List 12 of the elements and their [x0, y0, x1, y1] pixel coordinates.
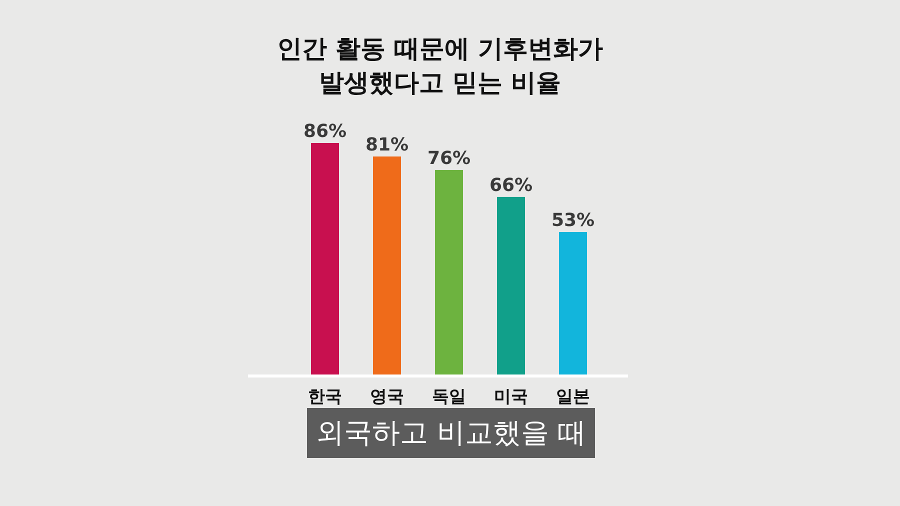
data-label: 86%	[303, 121, 347, 142]
text: 외국하고 비교했을 때	[307, 408, 595, 458]
x-tick-label: 일본	[556, 387, 590, 407]
chart-title: 인간 활동 때문에 기후변화가 발생했다고 믿는 비율	[276, 33, 604, 99]
x-tick-label: 독일	[432, 387, 466, 407]
x-tick-label: 영국	[370, 387, 404, 407]
data-label: 81%	[365, 134, 409, 156]
data-label: 53%	[551, 210, 595, 232]
data-label: 76%	[427, 148, 471, 169]
x-tick-label: 한국	[308, 387, 342, 407]
data-label: 66%	[489, 174, 533, 196]
x-tick-label: 미국	[494, 387, 528, 407]
